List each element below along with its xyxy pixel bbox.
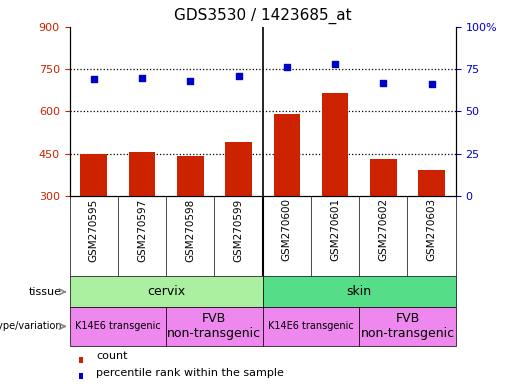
Bar <box>273 114 300 196</box>
Text: GSM270599: GSM270599 <box>233 198 244 262</box>
Text: tissue: tissue <box>29 287 62 297</box>
Text: skin: skin <box>347 285 372 298</box>
Bar <box>370 159 397 196</box>
Text: count: count <box>96 351 128 361</box>
Text: FVB
non-transgenic: FVB non-transgenic <box>167 313 262 340</box>
Bar <box>70 307 166 346</box>
Text: GSM270600: GSM270600 <box>282 198 292 261</box>
Bar <box>359 307 456 346</box>
Point <box>138 74 146 81</box>
Bar <box>79 373 83 379</box>
Point <box>90 76 98 82</box>
Bar <box>80 154 107 196</box>
Text: GSM270602: GSM270602 <box>379 198 388 262</box>
Bar <box>70 276 263 307</box>
Bar <box>129 152 155 196</box>
Bar <box>322 93 348 196</box>
Text: GSM270598: GSM270598 <box>185 198 195 262</box>
Bar <box>263 307 359 346</box>
Bar <box>418 170 445 196</box>
Text: percentile rank within the sample: percentile rank within the sample <box>96 368 284 378</box>
Text: K14E6 transgenic: K14E6 transgenic <box>75 321 161 331</box>
Text: GSM270603: GSM270603 <box>426 198 437 262</box>
Point <box>186 78 194 84</box>
Bar <box>79 357 83 363</box>
Text: FVB
non-transgenic: FVB non-transgenic <box>360 313 455 340</box>
Title: GDS3530 / 1423685_at: GDS3530 / 1423685_at <box>174 8 351 24</box>
Bar <box>225 142 252 196</box>
Point <box>234 73 243 79</box>
Text: GSM270595: GSM270595 <box>89 198 99 262</box>
Text: GSM270601: GSM270601 <box>330 198 340 262</box>
Point <box>427 81 436 88</box>
Text: genotype/variation: genotype/variation <box>0 321 62 331</box>
Point <box>331 61 339 67</box>
Bar <box>263 276 456 307</box>
Text: K14E6 transgenic: K14E6 transgenic <box>268 321 354 331</box>
Point <box>283 65 291 71</box>
Text: cervix: cervix <box>147 285 185 298</box>
Bar <box>177 156 203 196</box>
Bar <box>166 307 263 346</box>
Point <box>379 79 387 86</box>
Text: GSM270597: GSM270597 <box>137 198 147 262</box>
